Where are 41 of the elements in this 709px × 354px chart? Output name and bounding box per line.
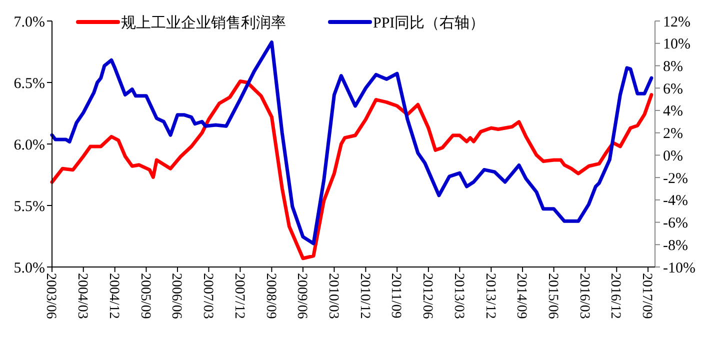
y2-tick-label: -2% <box>663 170 688 187</box>
x-tick-label: 2017/09 <box>639 273 654 319</box>
x-tick-label: 2016/03 <box>576 273 592 319</box>
x-tick-label: 2014/09 <box>514 273 529 319</box>
x-tick-label: 2008/09 <box>262 273 278 319</box>
x-tick-label: 2010/12 <box>356 273 372 319</box>
y2-tick-label: 12% <box>663 14 690 30</box>
x-tick-label: 2012/06 <box>420 273 435 319</box>
y-tick-label: 6.0% <box>14 137 45 154</box>
y2-tick-label: -8% <box>663 238 688 254</box>
x-tick-label: 2013/12 <box>482 273 498 319</box>
x-tick-label: 2004/12 <box>106 273 121 319</box>
x-tick-label: 2007/03 <box>200 273 215 319</box>
x-tick-label: 2016/12 <box>608 273 623 319</box>
x-tick-label: 2004/03 <box>74 273 90 319</box>
x-tick-label: 2011/09 <box>388 273 404 318</box>
x-tick-label: 2005/09 <box>137 273 152 319</box>
y-tick-label: 5.0% <box>14 260 45 276</box>
x-tick-label: 2013/03 <box>450 273 466 319</box>
y-tick-label: 5.5% <box>14 198 45 215</box>
y2-tick-label: -6% <box>663 216 688 232</box>
x-tick-label: 2007/12 <box>231 273 246 319</box>
y2-tick-label: -10% <box>663 260 696 276</box>
x-tick-label: 2009/06 <box>294 273 310 319</box>
y-tick-label: 6.5% <box>14 76 45 92</box>
y2-tick-label: 2% <box>663 126 683 142</box>
line-series <box>50 80 654 260</box>
y2-tick-label: 0% <box>663 148 683 164</box>
x-tick-label: 2003/06 <box>43 273 58 319</box>
legend-label: 规上工业企业销售利润率 <box>121 14 286 32</box>
y2-tick-label: 4% <box>663 104 683 120</box>
y2-tick-label: -4% <box>663 193 688 210</box>
line-series <box>50 40 654 246</box>
x-tick-label: 2006/06 <box>168 273 184 319</box>
y2-tick-label: 10% <box>663 36 690 53</box>
x-tick-label: 2010/03 <box>325 273 340 319</box>
y2-tick-label: 8% <box>663 58 683 75</box>
y2-tick-label: 6% <box>663 81 683 98</box>
y-tick-label: 7.0% <box>14 14 45 30</box>
x-tick-label: 2015/06 <box>544 273 560 319</box>
legend-label: PPI同比（右轴） <box>373 14 485 32</box>
